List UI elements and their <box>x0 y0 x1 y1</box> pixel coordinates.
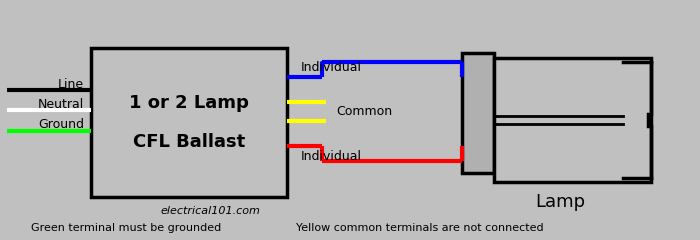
Text: Line: Line <box>58 78 84 90</box>
Bar <box>91 48 287 197</box>
Text: 1 or 2 Lamp: 1 or 2 Lamp <box>129 94 249 112</box>
Text: Individual: Individual <box>301 61 362 74</box>
Text: Individual: Individual <box>301 150 362 162</box>
Text: Lamp: Lamp <box>535 192 585 211</box>
Text: Common: Common <box>336 105 392 118</box>
Text: CFL Ballast: CFL Ballast <box>133 132 245 151</box>
Text: Green terminal must be grounded: Green terminal must be grounded <box>31 223 221 233</box>
Text: Ground: Ground <box>38 118 84 131</box>
Bar <box>494 58 651 182</box>
Text: Neutral: Neutral <box>38 98 84 111</box>
Bar <box>462 53 493 173</box>
Text: Yellow common terminals are not connected: Yellow common terminals are not connecte… <box>296 223 544 233</box>
Text: electrical101.com: electrical101.com <box>160 206 260 216</box>
